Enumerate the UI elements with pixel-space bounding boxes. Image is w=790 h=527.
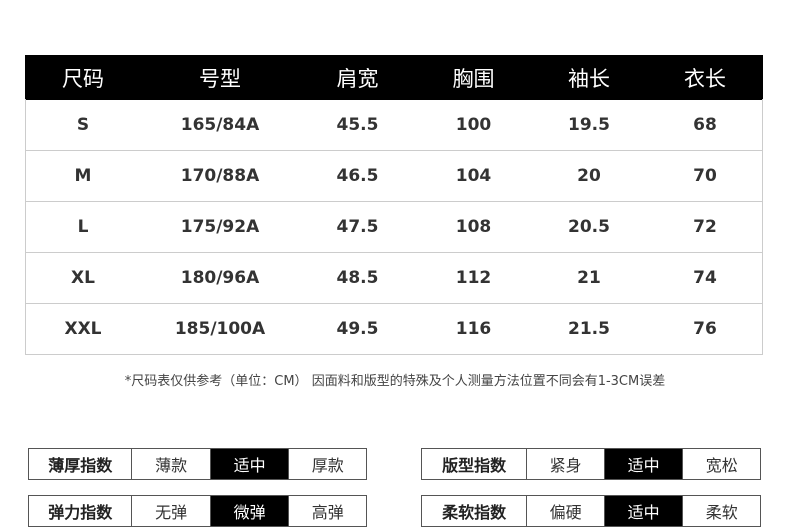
- table-cell: 19.5: [568, 115, 610, 135]
- table-cell: 74: [693, 268, 717, 288]
- table-cell: 45.5: [336, 115, 379, 135]
- table-cell: XL: [71, 268, 95, 288]
- table-cell: 72: [693, 217, 717, 237]
- header-cell: 肩宽: [336, 66, 379, 91]
- header-cell: 袖长: [568, 66, 610, 91]
- table-header: [25, 55, 763, 100]
- table-cell: 165/84A: [180, 115, 260, 135]
- index-box: 柔软指数 偏硬 适中 柔软: [421, 495, 761, 527]
- table-cell: 46.5: [336, 166, 379, 186]
- table-body: [25, 99, 763, 355]
- table-cell: M: [74, 166, 92, 186]
- index-option: 宽松: [682, 449, 760, 479]
- header-cell: 衣长: [684, 66, 726, 91]
- header-cell: 胸围: [452, 66, 495, 91]
- index-option: 微弹: [209, 496, 289, 526]
- index-label: 弹力指数: [48, 503, 113, 522]
- table-cell: 68: [693, 115, 717, 135]
- table-cell: 170/88A: [180, 166, 260, 186]
- row-divider: [25, 202, 763, 253]
- header-cell: 号型: [199, 66, 241, 91]
- header-cell: 尺码: [62, 66, 104, 91]
- table-cell: 21: [577, 268, 601, 288]
- index-box: 版型指数 紧身 适中 宽松: [421, 448, 761, 480]
- index-box: 薄厚指数 薄款 适中 厚款: [28, 448, 367, 480]
- index-label: 薄厚指数: [48, 456, 113, 475]
- table-cell: 116: [455, 319, 492, 339]
- table-cell: 47.5: [336, 217, 379, 237]
- table-cell: 112: [455, 268, 492, 288]
- index-option: 高弹: [288, 496, 366, 526]
- table-cell: S: [76, 115, 90, 135]
- index-option: 适中: [209, 449, 289, 479]
- table-cell: 20.5: [568, 217, 610, 237]
- row-divider: [25, 100, 763, 151]
- table-cell: 76: [693, 319, 717, 339]
- note: *尺码表仅供参考（单位：CM） 因面料和版型的特殊及个人测量方法位置不同会有1-…: [124, 374, 666, 389]
- table-cell: L: [77, 217, 89, 237]
- index-label: 柔软指数: [442, 503, 507, 522]
- table-cell: 70: [693, 166, 717, 186]
- table-cell: 175/92A: [180, 217, 260, 237]
- table-cell: XXL: [64, 319, 102, 339]
- table-cell: 180/96A: [180, 268, 260, 288]
- index-label: 版型指数: [442, 456, 507, 475]
- index-option: 适中: [603, 496, 683, 526]
- table-cell: 49.5: [336, 319, 379, 339]
- table-cell: 21.5: [568, 319, 610, 339]
- index-box: 弹力指数 无弹 微弹 高弹: [28, 495, 367, 527]
- table-cell: 48.5: [336, 268, 379, 288]
- index-option: 无弹: [131, 496, 210, 526]
- table-cell: 185/100A: [174, 319, 266, 339]
- table-cell: 108: [455, 217, 492, 237]
- index-option: 偏硬: [526, 496, 604, 526]
- index-option: 厚款: [288, 449, 366, 479]
- index-option: 紧身: [526, 449, 604, 479]
- row-divider: [25, 151, 763, 202]
- row-divider: [25, 253, 763, 304]
- table-cell: 104: [455, 166, 492, 186]
- index-option: 薄款: [131, 449, 210, 479]
- table-cell: 20: [577, 166, 601, 186]
- index-option: 适中: [603, 449, 683, 479]
- table-cell: 100: [455, 115, 492, 135]
- index-option: 柔软: [682, 496, 760, 526]
